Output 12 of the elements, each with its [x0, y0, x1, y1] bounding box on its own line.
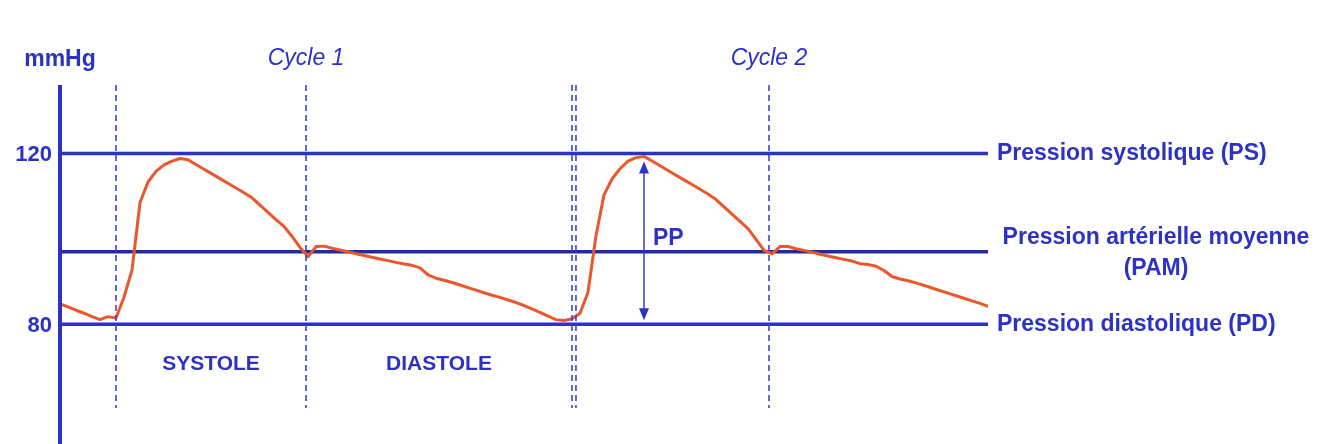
y-tick-label: 120: [15, 141, 52, 167]
y-tick-label: 80: [27, 312, 52, 338]
y-axis-title: mmHg: [24, 45, 96, 71]
text: Pression diastolique (PD): [997, 310, 1276, 337]
annotation: SYSTOLE: [162, 350, 260, 374]
text: Pression systolique (PS): [997, 139, 1267, 166]
text: Cycle 2: [730, 44, 808, 70]
line-series: [60, 154, 988, 322]
text: Cycle 1: [267, 44, 345, 70]
ref-line-label: Pression artérielle moyenne (PAM): [1002, 222, 1310, 280]
annotation: PP: [653, 223, 684, 250]
annotation: DIASTOLE: [386, 350, 492, 374]
